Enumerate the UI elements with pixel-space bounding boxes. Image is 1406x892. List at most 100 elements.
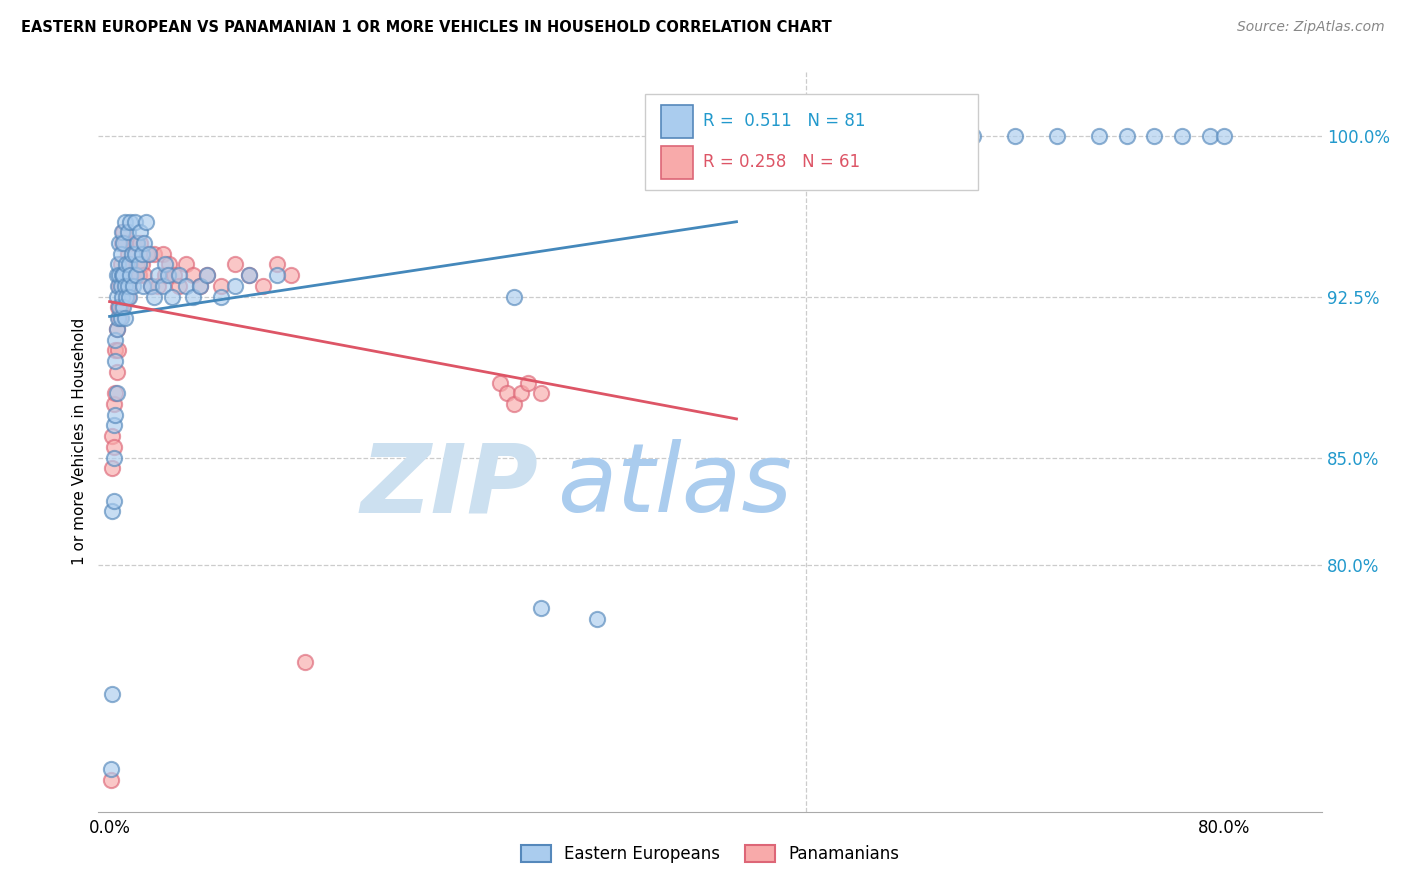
Point (159, 258, 181, 272)
Legend: Eastern Europeans, Panamanians: Eastern Europeans, Panamanians (515, 838, 905, 870)
Point (163, 268, 186, 283)
Point (110, 246, 132, 260)
Point (111, 268, 134, 283)
Point (110, 311, 132, 326)
Point (108, 268, 131, 283)
Point (108, 279, 131, 293)
Point (118, 279, 141, 293)
Text: EASTERN EUROPEAN VS PANAMANIAN 1 OR MORE VEHICLES IN HOUSEHOLD CORRELATION CHART: EASTERN EUROPEAN VS PANAMANIAN 1 OR MORE… (21, 20, 832, 35)
Point (112, 225, 135, 239)
Point (488, 376, 510, 390)
Point (112, 301, 135, 315)
Point (1199, 128, 1222, 143)
Point (115, 258, 138, 272)
Point (181, 290, 204, 304)
Point (124, 246, 146, 260)
Point (252, 279, 274, 293)
Point (1171, 128, 1194, 143)
Point (294, 655, 316, 669)
Point (1046, 128, 1069, 143)
Point (238, 268, 260, 283)
Point (117, 246, 139, 260)
Point (141, 279, 163, 293)
Point (105, 268, 128, 283)
Point (174, 258, 197, 272)
Point (103, 397, 125, 411)
Point (112, 268, 135, 283)
Point (107, 301, 129, 315)
Point (108, 235, 131, 250)
Point (114, 311, 136, 326)
Point (209, 279, 232, 293)
Point (1143, 128, 1166, 143)
Point (934, 128, 956, 143)
Point (1004, 128, 1026, 143)
Point (530, 600, 553, 615)
Point (155, 268, 177, 283)
Point (118, 290, 141, 304)
Point (104, 408, 127, 422)
Point (502, 290, 524, 304)
Point (104, 354, 127, 368)
Point (114, 279, 136, 293)
Point (104, 333, 127, 347)
Point (104, 343, 127, 358)
Point (509, 386, 531, 401)
Text: R = 0.258   N = 61: R = 0.258 N = 61 (703, 153, 860, 171)
Point (181, 268, 204, 283)
Y-axis label: 1 or more Vehicles in Household: 1 or more Vehicles in Household (72, 318, 87, 566)
Point (125, 235, 148, 250)
Point (129, 225, 152, 239)
Point (112, 268, 135, 283)
Point (120, 268, 142, 283)
Point (152, 279, 174, 293)
Point (110, 279, 132, 293)
Point (111, 235, 134, 250)
Point (224, 258, 246, 272)
Point (101, 504, 124, 518)
Point (152, 246, 174, 260)
Point (107, 279, 129, 293)
Point (107, 311, 129, 326)
Point (122, 279, 145, 293)
Point (111, 279, 134, 293)
Point (112, 235, 135, 250)
Point (138, 246, 160, 260)
Point (111, 225, 134, 239)
Point (110, 258, 132, 272)
Text: atlas: atlas (557, 440, 792, 533)
Point (115, 268, 138, 283)
Point (122, 235, 145, 250)
Point (280, 268, 302, 283)
Point (103, 418, 125, 433)
Point (121, 268, 143, 283)
Text: R =  0.511   N = 81: R = 0.511 N = 81 (703, 112, 865, 130)
Point (128, 268, 150, 283)
Point (148, 279, 170, 293)
Point (110, 301, 132, 315)
Point (101, 461, 124, 475)
Point (101, 687, 124, 701)
Point (107, 258, 129, 272)
Point (266, 258, 288, 272)
Point (114, 279, 136, 293)
FancyBboxPatch shape (645, 94, 979, 190)
Point (100, 772, 122, 787)
Point (118, 258, 141, 272)
Point (209, 290, 232, 304)
Point (117, 225, 139, 239)
Point (586, 611, 609, 625)
Point (1213, 128, 1236, 143)
Point (188, 279, 211, 293)
Point (962, 128, 984, 143)
Point (174, 279, 197, 293)
Point (1115, 128, 1137, 143)
Point (127, 258, 149, 272)
Point (104, 386, 127, 401)
Point (105, 322, 128, 336)
Point (134, 268, 156, 283)
Point (105, 386, 128, 401)
Text: ZIP: ZIP (361, 440, 538, 533)
Point (124, 214, 146, 228)
Point (117, 279, 139, 293)
